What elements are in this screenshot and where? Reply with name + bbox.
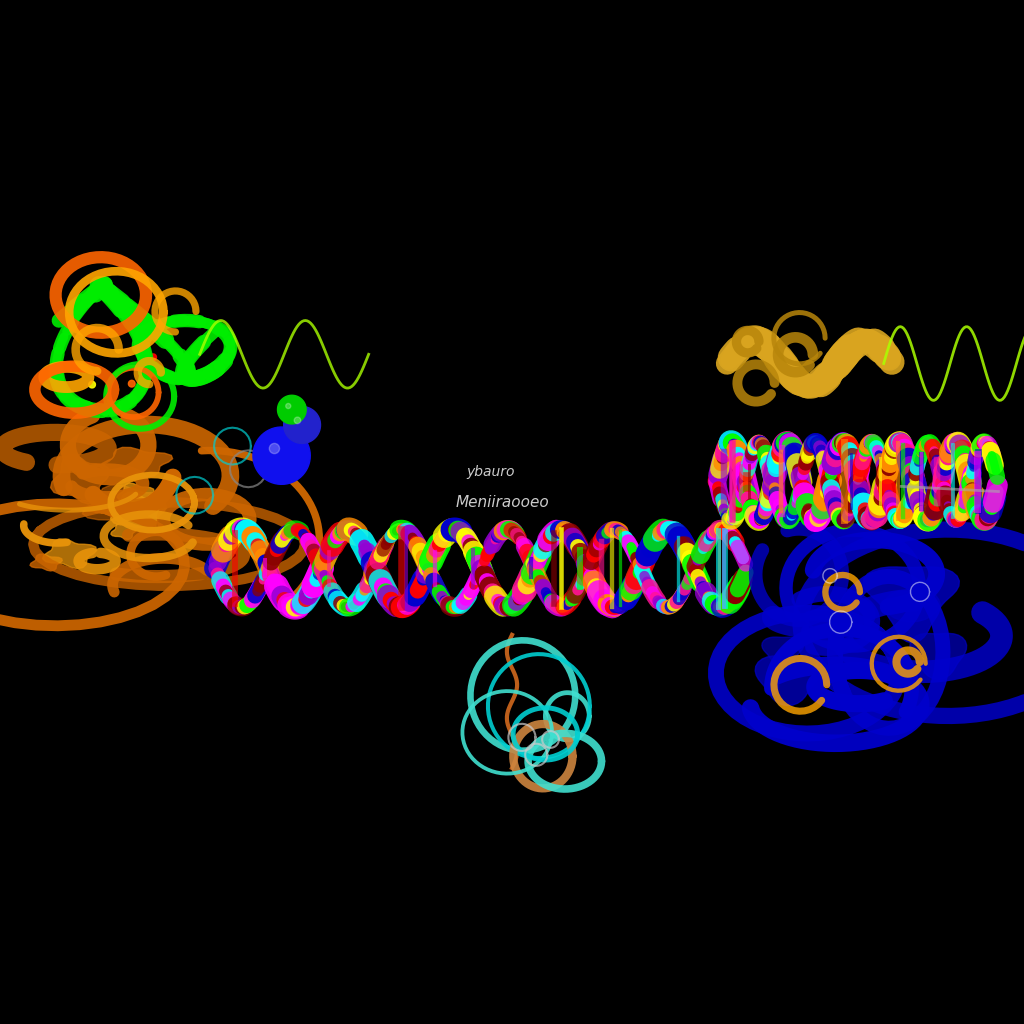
- Polygon shape: [150, 354, 157, 360]
- Polygon shape: [885, 591, 940, 643]
- Polygon shape: [294, 417, 301, 424]
- Polygon shape: [89, 381, 95, 388]
- Polygon shape: [82, 485, 175, 528]
- Polygon shape: [284, 407, 321, 443]
- Polygon shape: [762, 637, 804, 666]
- Polygon shape: [269, 443, 280, 454]
- Polygon shape: [50, 455, 110, 504]
- Polygon shape: [804, 610, 852, 635]
- Polygon shape: [30, 554, 62, 571]
- Polygon shape: [138, 344, 144, 350]
- Polygon shape: [286, 403, 291, 409]
- Polygon shape: [111, 523, 137, 540]
- Polygon shape: [253, 427, 310, 484]
- Text: Meniiraooeo: Meniiraooeo: [456, 495, 550, 510]
- Polygon shape: [863, 567, 959, 622]
- Polygon shape: [111, 493, 167, 532]
- Polygon shape: [100, 447, 173, 477]
- Polygon shape: [128, 380, 135, 387]
- Polygon shape: [43, 539, 96, 568]
- Polygon shape: [278, 395, 306, 424]
- Polygon shape: [909, 634, 967, 679]
- Polygon shape: [755, 656, 821, 706]
- Polygon shape: [117, 483, 155, 505]
- Text: ybauro: ybauro: [466, 465, 514, 479]
